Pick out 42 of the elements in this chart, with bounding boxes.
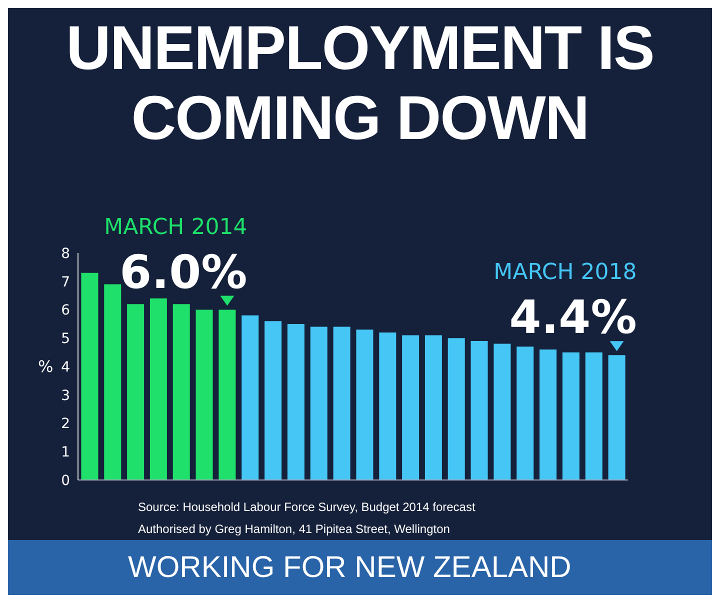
y-tick-label: 4 <box>61 359 70 376</box>
text: WORKING FOR NEW ZEALAND <box>8 540 712 595</box>
bar <box>402 335 420 480</box>
bar <box>356 330 374 480</box>
bar <box>494 344 511 480</box>
text: MARCH 2014 <box>104 214 248 240</box>
bar <box>424 335 442 480</box>
y-tick-label: 2 <box>61 416 70 432</box>
data-label: 6.0% <box>120 244 248 299</box>
annotation: MARCH 2018 <box>494 260 637 286</box>
bar <box>470 340 488 480</box>
bar <box>310 326 328 480</box>
source-note: Source: Household Labour Force Survey, Budget 2014 forecast <box>138 499 476 516</box>
bar <box>150 298 167 480</box>
bar <box>379 332 396 480</box>
data-label: 4.4% <box>509 290 637 344</box>
bar <box>218 310 236 480</box>
bar <box>333 326 350 480</box>
bar <box>264 321 282 480</box>
chart-title: UNEMPLOYMENT IS COMING DOWN <box>65 13 655 154</box>
bar <box>81 272 98 480</box>
y-tick-label: 7 <box>61 274 70 290</box>
bar <box>608 355 626 480</box>
y-axis-title: % <box>38 357 54 376</box>
text: Authorised by Greg Hamilton, 41 Pipitea Street, Wellington <box>138 521 451 538</box>
y-tick-label: 3 <box>61 388 70 404</box>
bar <box>104 284 122 480</box>
y-tick-label: 8 <box>61 246 70 262</box>
bar <box>562 352 580 480</box>
bar <box>172 304 190 480</box>
bar <box>127 304 144 480</box>
bar <box>448 338 465 480</box>
bar <box>287 324 304 480</box>
y-tick-label: 5 <box>61 331 70 348</box>
y-tick-label: 6 <box>61 302 70 319</box>
bar <box>585 352 602 480</box>
bar <box>242 315 259 480</box>
bar <box>196 310 213 480</box>
y-tick-label: 1 <box>61 444 70 461</box>
bar <box>540 349 557 480</box>
bar <box>516 346 534 480</box>
y-tick-label: 0 <box>61 472 70 489</box>
